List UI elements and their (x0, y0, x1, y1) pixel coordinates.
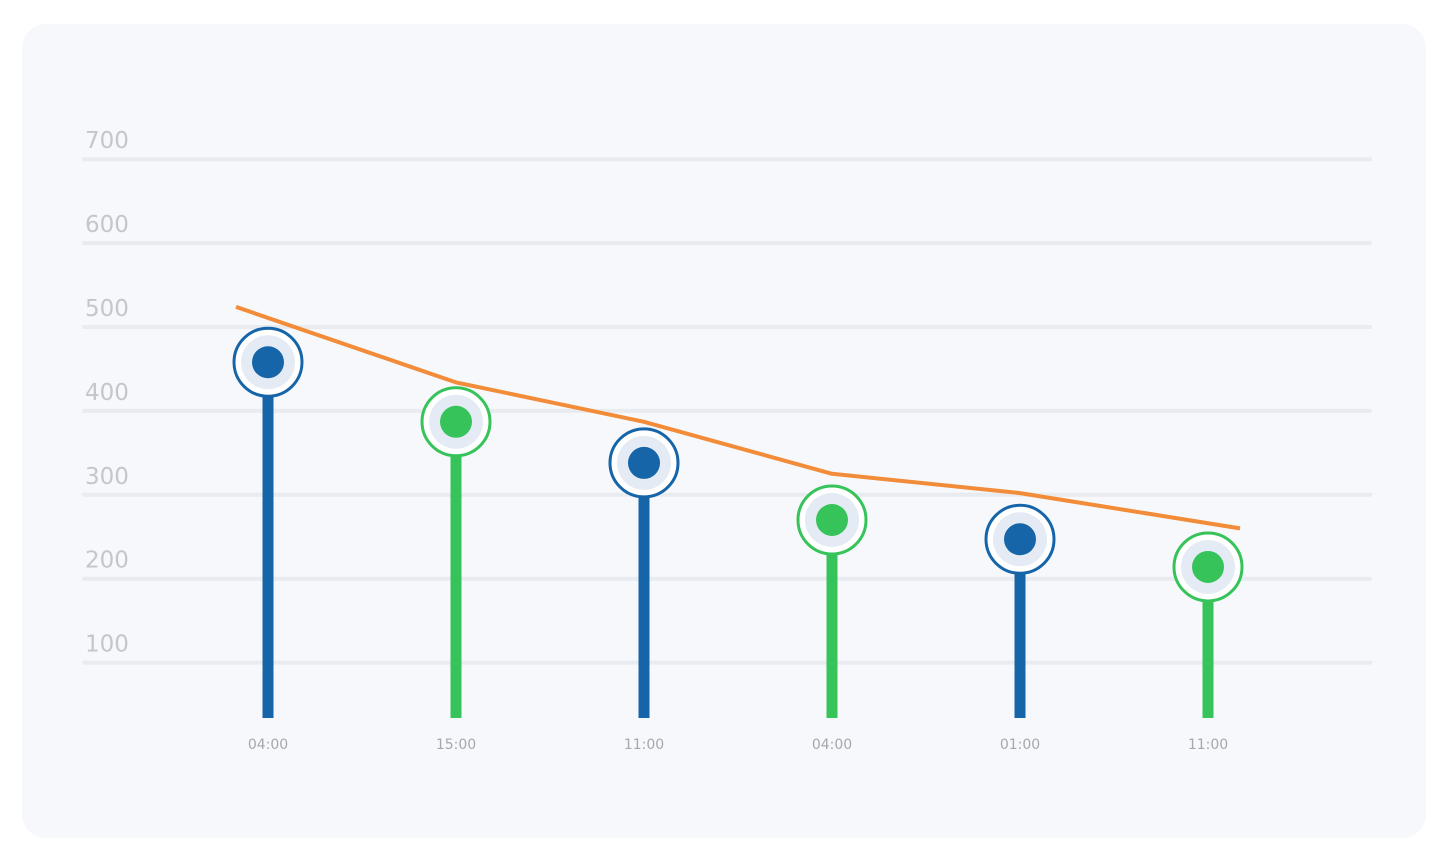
x-tick-label-2: 11:00 (624, 737, 664, 753)
x-tick-label-5: 11:00 (1188, 737, 1228, 753)
y-tick-label-700: 700 (85, 128, 129, 154)
y-tick-label-200: 200 (85, 548, 129, 574)
trend-line-layer (235, 305, 1241, 531)
x-tick-label-4: 01:00 (1000, 737, 1040, 753)
lollipop-marker-3 (796, 484, 868, 556)
y-axis-tick-labels: 100 200 300 400 500 600 700 (85, 128, 129, 657)
lollipop-marker-4 (984, 503, 1056, 575)
y-tick-label-100: 100 (85, 632, 129, 658)
grid-lines (82, 157, 1372, 665)
y-tick-label-500: 500 (85, 296, 129, 322)
lollipop-marker-5 (1172, 531, 1244, 603)
trend-line (235, 305, 1241, 531)
lollipop-stems (262, 362, 1214, 718)
lollipop-marker-0 (232, 326, 304, 398)
x-tick-label-1: 15:00 (436, 737, 476, 753)
x-axis-tick-labels: 04:00 15:00 11:00 04:00 01:00 11:00 (248, 737, 1228, 753)
lollipop-marker-2 (608, 427, 680, 499)
y-tick-label-600: 600 (85, 212, 129, 238)
y-tick-label-400: 400 (85, 380, 129, 406)
x-tick-label-3: 04:00 (812, 737, 852, 753)
lollipop-marker-1 (420, 386, 492, 458)
x-tick-label-0: 04:00 (248, 737, 288, 753)
lollipop-markers (232, 326, 1244, 603)
y-tick-label-300: 300 (85, 464, 129, 490)
